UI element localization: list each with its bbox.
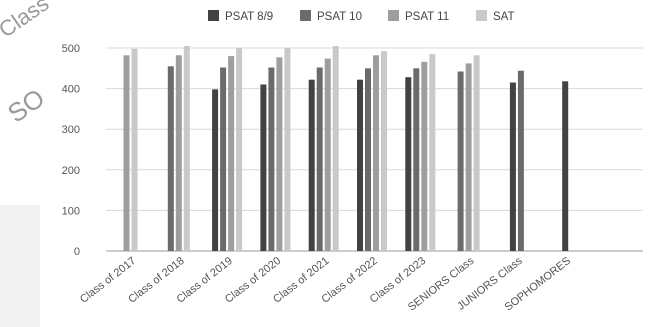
legend-label: SAT bbox=[493, 11, 515, 23]
bar-psat-8-9-7 bbox=[405, 77, 412, 251]
legend-swatch bbox=[300, 10, 311, 21]
legend-label: PSAT 10 bbox=[317, 11, 362, 23]
bar-psat-8-9-9 bbox=[509, 82, 516, 251]
legend-label: PSAT 11 bbox=[405, 11, 449, 23]
bar-psat-10-8 bbox=[457, 71, 464, 251]
legend-swatch bbox=[388, 10, 399, 21]
legend-swatch bbox=[208, 10, 219, 21]
y-tick-label: 0 bbox=[74, 246, 80, 258]
bar-sat-4 bbox=[284, 48, 291, 251]
bar-sat-8 bbox=[473, 55, 480, 251]
y-tick-label: 500 bbox=[62, 43, 80, 55]
bar-sat-5 bbox=[332, 46, 339, 251]
bar-sat-3 bbox=[236, 48, 243, 251]
bar-psat-10-4 bbox=[268, 67, 275, 251]
bar-psat-11-3 bbox=[228, 56, 235, 251]
bar-sat-7 bbox=[429, 54, 436, 251]
y-tick-label: 400 bbox=[62, 84, 80, 96]
y-tick-label: 200 bbox=[62, 165, 80, 177]
bar-sat-6 bbox=[381, 51, 387, 252]
bar-psat-8-9-6 bbox=[357, 79, 363, 251]
y-tick-label: 100 bbox=[62, 205, 80, 217]
legend-swatch bbox=[476, 10, 487, 21]
bar-psat-11-1 bbox=[123, 55, 130, 251]
legend-label: PSAT 8/9 bbox=[225, 11, 273, 23]
bar-psat-8-9-3 bbox=[212, 89, 219, 252]
bar-sat-1 bbox=[131, 48, 138, 251]
bar-psat-8-9-5 bbox=[308, 79, 315, 251]
bar-psat-8-9-4 bbox=[260, 84, 267, 251]
bar-psat-10-6 bbox=[365, 68, 371, 251]
bar-psat-10-2 bbox=[167, 66, 174, 251]
bar-psat-8-9-10 bbox=[562, 81, 569, 251]
bar-psat-10-7 bbox=[413, 68, 420, 251]
bar-psat-11-8 bbox=[465, 63, 472, 252]
bar-psat-10-3 bbox=[220, 67, 227, 251]
bars bbox=[123, 46, 569, 252]
bar-psat-10-5 bbox=[316, 67, 323, 251]
bar-psat-10-9 bbox=[517, 70, 524, 251]
background-panel bbox=[0, 205, 40, 327]
y-tick-label: 300 bbox=[62, 124, 80, 136]
bar-sat-2 bbox=[183, 46, 190, 251]
legend: PSAT 8/9 PSAT 10 PSAT 11 SAT bbox=[208, 10, 515, 23]
bar-psat-11-2 bbox=[175, 55, 182, 251]
bar-psat-11-7 bbox=[421, 61, 428, 251]
bar-psat-11-5 bbox=[324, 58, 331, 251]
y-axis: 0 100 200 300 400 500 bbox=[62, 43, 80, 258]
bar-psat-11-6 bbox=[373, 55, 379, 251]
bar-psat-11-4 bbox=[276, 57, 283, 251]
